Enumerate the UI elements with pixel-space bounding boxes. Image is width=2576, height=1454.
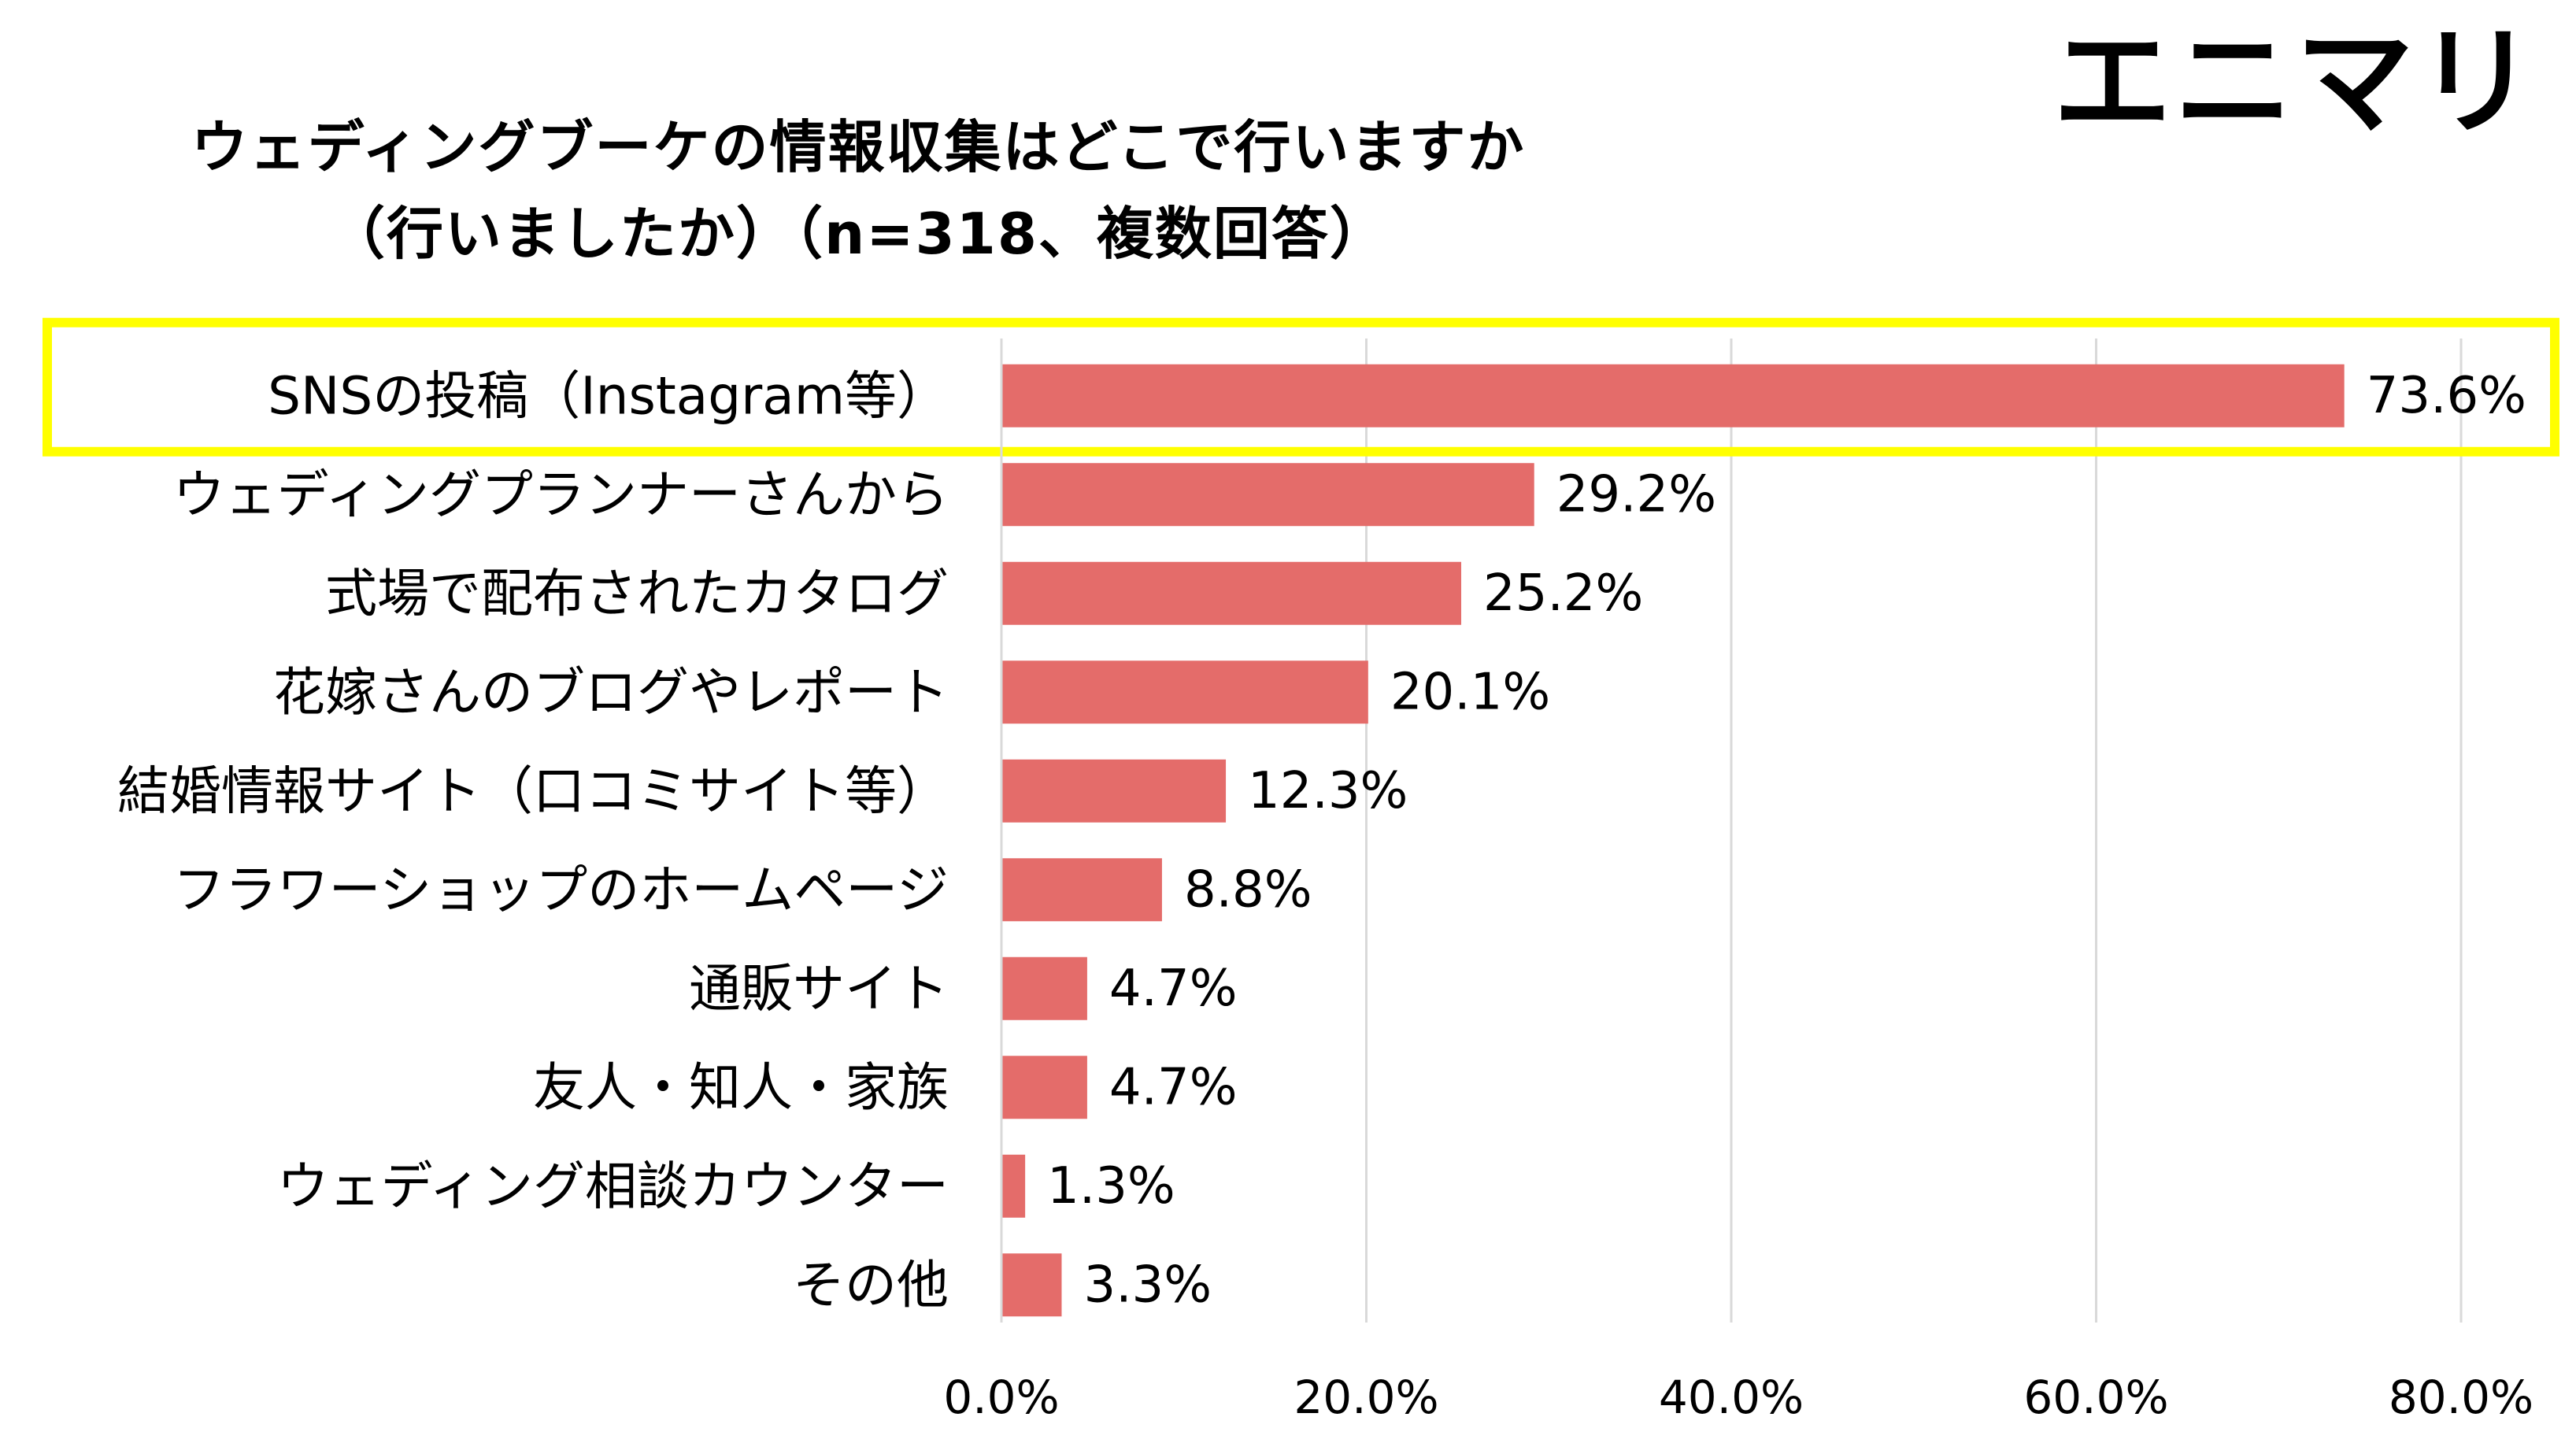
bar	[1001, 1253, 1062, 1317]
bar	[1001, 660, 1368, 724]
bar	[1001, 463, 1534, 527]
brand-logo: エニマリ	[2052, 14, 2538, 151]
bar	[1001, 956, 1087, 1020]
data-label: 25.2%	[1483, 564, 1643, 623]
category-label: その他	[793, 1255, 949, 1315]
data-label: 4.7%	[1109, 960, 1238, 1018]
category-label: 式場で配布されたカタログ	[325, 563, 949, 623]
bar	[1001, 1154, 1026, 1218]
x-tick-label: 60.0%	[2023, 1371, 2168, 1424]
data-label: 73.6%	[2367, 367, 2526, 425]
category-label: SNSの投稿（Instagram等）	[268, 365, 949, 426]
bar	[1001, 858, 1162, 922]
bar	[1001, 759, 1227, 823]
category-label: ウェディング相談カウンター	[277, 1156, 949, 1216]
category-label: 結婚情報サイト（口コミサイト等）	[117, 760, 949, 821]
chart-title-line-1: ウェディングブーケの情報収集はどこで行いますか	[191, 114, 1526, 180]
x-tick-label: 40.0%	[1659, 1371, 1804, 1424]
data-label: 29.2%	[1556, 465, 1716, 524]
x-tick-label: 0.0%	[943, 1371, 1059, 1424]
chart-title-line-2: （行いましたか）（n=318、複数回答）	[328, 201, 1388, 267]
data-label: 8.8%	[1184, 860, 1312, 919]
bar	[1001, 1056, 1087, 1119]
bar	[1001, 561, 1462, 625]
x-tick-label: 20.0%	[1294, 1371, 1438, 1424]
highlight-box	[43, 317, 2559, 457]
category-label: フラワーショップのホームページ	[173, 860, 949, 920]
category-label: 通販サイト	[689, 958, 949, 1019]
data-label: 3.3%	[1083, 1256, 1212, 1314]
data-label: 1.3%	[1047, 1157, 1175, 1215]
category-label: 花嫁さんのブログやレポート	[273, 662, 949, 723]
data-label: 12.3%	[1248, 762, 1408, 820]
category-label: 友人・知人・家族	[533, 1057, 949, 1118]
data-label: 20.1%	[1390, 663, 1550, 721]
category-label: ウェディングプランナーさんから	[173, 464, 949, 525]
bar	[1001, 364, 2345, 427]
x-tick-label: 80.0%	[2389, 1371, 2533, 1424]
data-label: 4.7%	[1109, 1058, 1238, 1116]
